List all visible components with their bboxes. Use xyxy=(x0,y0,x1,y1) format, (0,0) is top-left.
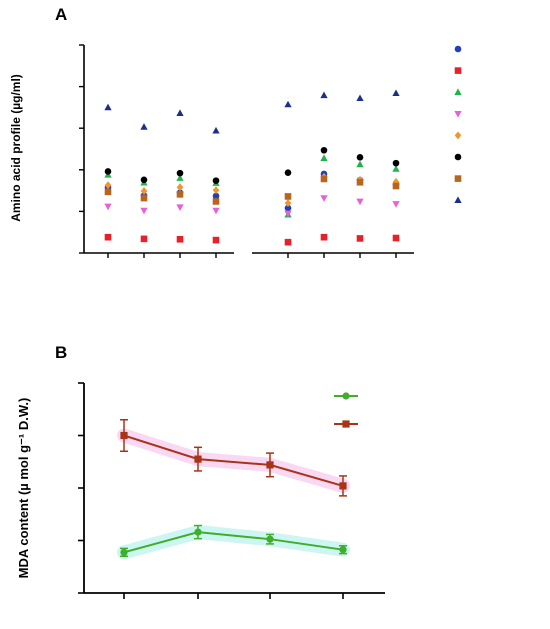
panel-a-point-arginine xyxy=(392,159,400,167)
panel-a-point-arginine xyxy=(104,168,112,175)
panel-a-point-methionine xyxy=(284,238,292,246)
panel-b-ylabel: MDA content (µ mol g⁻¹ D.W.) xyxy=(16,398,31,579)
panel-a-letter: A xyxy=(55,5,67,24)
panel-a-point-serine xyxy=(140,207,148,215)
panel-b-legend-marker-salt-stress xyxy=(342,420,350,428)
panel-a-legend-marker-isoleucine xyxy=(454,175,462,182)
panel-a-point-isoleucine xyxy=(356,178,364,186)
panel-a-point-proline xyxy=(320,91,328,99)
panel-a-point-serine xyxy=(212,207,220,215)
panel-a-point-methionine xyxy=(176,235,184,243)
panel-a-point-phenylanine xyxy=(392,165,400,172)
panel-b-point-salt-stress xyxy=(120,431,128,440)
panel-a-point-proline xyxy=(392,89,400,97)
panel-a-point-glycine xyxy=(284,204,292,212)
panel-a-point-lysine xyxy=(140,187,148,195)
panel-a-point-lysine xyxy=(104,181,112,190)
panel-a-point-isoleucine xyxy=(284,193,292,200)
panel-b-point-salt-stress xyxy=(194,455,202,463)
panel-b-point-salt-stress xyxy=(339,482,347,490)
panel-a-axes xyxy=(79,44,414,258)
panel-b-point-no-stress xyxy=(266,535,274,543)
panel-a-point-methionine xyxy=(212,236,220,244)
panel-a-point-isoleucine xyxy=(392,182,400,190)
panel-b-point-no-stress xyxy=(120,548,128,556)
panel-b-shade-salt-stress xyxy=(117,428,350,493)
panel-a-point-arginine xyxy=(176,169,184,177)
panel-a-point-glycine xyxy=(212,192,220,200)
panel-a-ylabel: Amino acid profile (µg/ml) xyxy=(9,74,23,222)
panel-a-point-lysine xyxy=(284,199,292,208)
panel-a-point-methionine xyxy=(104,233,112,241)
panel-a-legend xyxy=(454,45,462,204)
panel-b-legend-marker-no-stress xyxy=(342,392,350,400)
panel-b-axes xyxy=(78,382,385,599)
panel-a-point-arginine xyxy=(212,177,220,184)
panel-a-legend-marker-serine xyxy=(454,110,462,118)
panel-a-point-isoleucine xyxy=(320,175,328,183)
panel-a-point-proline xyxy=(356,94,364,102)
panel-a-point-arginine xyxy=(140,176,148,184)
panel-a-point-serine xyxy=(320,195,328,202)
panel-a-point-proline xyxy=(104,103,112,111)
panel-a-point-phenylanine xyxy=(320,154,328,161)
panel-a-legend-marker-methionine xyxy=(454,67,462,74)
panel-a-legend-marker-lysine xyxy=(454,131,462,140)
panel-a-point-lysine xyxy=(392,177,400,186)
panel-a-marks xyxy=(104,89,400,246)
panel-a-point-isoleucine xyxy=(140,194,148,202)
panel-b-marks xyxy=(117,419,350,560)
panel-b-line-no-stress xyxy=(123,531,344,554)
panel-a-point-lysine xyxy=(212,186,220,195)
panel-a-point-phenylanine xyxy=(176,174,184,181)
panel-a-point-methionine xyxy=(320,233,328,241)
panel-a-legend-marker-phenylanine xyxy=(454,88,462,96)
panel-a-point-arginine xyxy=(284,169,292,177)
panel-b-point-no-stress xyxy=(194,528,202,536)
panel-a-point-methionine xyxy=(392,234,400,242)
panel-a-legend-marker-glycine xyxy=(454,45,462,53)
panel-a-point-proline xyxy=(212,126,220,134)
panel-a-point-serine xyxy=(392,201,400,208)
panel-b-point-no-stress xyxy=(339,546,347,554)
panel-b-line-salt-stress xyxy=(123,434,344,487)
panel-a-point-isoleucine xyxy=(212,198,220,205)
panel-a-point-serine xyxy=(284,210,292,218)
panel-a-point-methionine xyxy=(356,235,364,242)
panel-a-point-serine xyxy=(104,203,112,211)
panel-a-point-proline xyxy=(176,109,184,117)
panel-a-point-arginine xyxy=(320,146,328,154)
panel-a-point-serine xyxy=(176,204,184,212)
panel-a-point-proline xyxy=(284,100,292,108)
panel-a-point-methionine xyxy=(140,235,148,243)
panel-a-point-isoleucine xyxy=(176,191,184,198)
panel-b-point-salt-stress xyxy=(266,461,274,469)
panel-a-point-isoleucine xyxy=(104,188,112,196)
panel-a-point-phenylanine xyxy=(356,160,364,168)
panel-a-legend-marker-arginine xyxy=(454,153,462,161)
panel-a-point-proline xyxy=(140,123,148,130)
panel-a-point-lysine xyxy=(176,183,184,192)
panel-a-point-serine xyxy=(356,198,364,206)
panel-a-point-arginine xyxy=(356,154,364,161)
panel-b-letter: B xyxy=(55,343,67,362)
panel-b-legend xyxy=(334,392,358,428)
panel-a-legend-marker-proline xyxy=(454,196,462,204)
